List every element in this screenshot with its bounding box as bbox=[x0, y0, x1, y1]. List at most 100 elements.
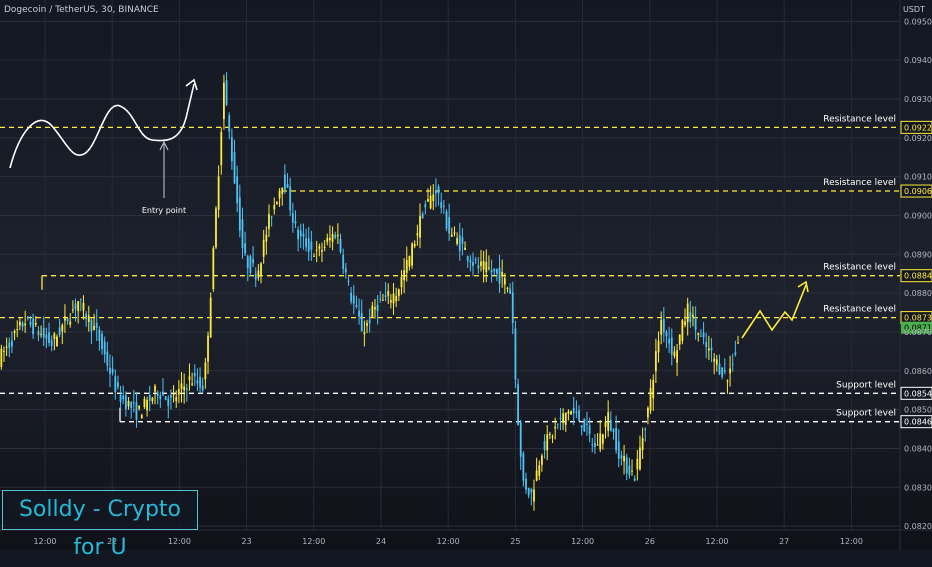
candle-body bbox=[95, 322, 98, 328]
candle-body bbox=[188, 376, 191, 380]
candle-body bbox=[530, 488, 533, 493]
candle-body bbox=[122, 395, 125, 400]
candle-body bbox=[342, 255, 345, 270]
candle-body bbox=[641, 438, 644, 451]
candle-body bbox=[318, 246, 321, 249]
candle-body bbox=[710, 347, 713, 351]
current-price-label: 0.08711 bbox=[904, 324, 932, 333]
candle-body bbox=[212, 248, 215, 290]
candle-body bbox=[538, 465, 541, 476]
candle-body bbox=[485, 261, 488, 273]
candle-body bbox=[517, 384, 519, 425]
candle-body bbox=[697, 333, 700, 336]
candles bbox=[0, 72, 739, 511]
candle-body bbox=[8, 342, 11, 348]
candle-body bbox=[193, 372, 196, 377]
projection-path bbox=[741, 284, 807, 339]
candle-body bbox=[374, 307, 376, 310]
candle-body bbox=[82, 302, 85, 311]
projection-arrowhead bbox=[797, 280, 809, 293]
candle-body bbox=[559, 418, 562, 420]
candle-body bbox=[151, 397, 154, 402]
candle-body bbox=[440, 202, 443, 208]
price-tag-label: 0.08737 bbox=[904, 314, 932, 323]
candle-body bbox=[692, 314, 694, 317]
price-tag-label: 0.08469 bbox=[904, 418, 932, 427]
candle-body bbox=[339, 238, 342, 253]
candle-body bbox=[305, 238, 307, 248]
candle-body bbox=[56, 336, 58, 346]
chart-canvas[interactable]: Entry point Resistance level0.09227Resis… bbox=[0, 0, 932, 550]
candle-body bbox=[326, 237, 329, 242]
candle-body bbox=[458, 235, 461, 251]
candle-body bbox=[347, 280, 350, 282]
candle-body bbox=[498, 267, 501, 284]
candle-body bbox=[273, 204, 276, 210]
candle-body bbox=[527, 487, 530, 496]
candle-body bbox=[321, 249, 323, 252]
candle-body bbox=[432, 194, 435, 201]
candle-body bbox=[511, 292, 514, 323]
candle-body bbox=[668, 338, 671, 344]
candle-body bbox=[40, 333, 42, 335]
candle-body bbox=[623, 456, 625, 462]
x-tick-label: 12:00 bbox=[437, 537, 460, 546]
candle-body bbox=[612, 429, 615, 432]
level-label: Resistance level bbox=[823, 178, 896, 188]
candle-body bbox=[594, 442, 596, 448]
candle-body bbox=[286, 184, 289, 188]
candle-body bbox=[34, 323, 37, 325]
candle-body bbox=[445, 211, 448, 229]
price-tag-box bbox=[900, 184, 932, 198]
candle-body bbox=[11, 340, 13, 347]
time-axis[interactable]: 12:00 22 12:00 23 12:00 24 12:00 25 12:00 26 12:00… bbox=[33, 537, 862, 546]
candle-body bbox=[509, 288, 512, 294]
candle-body bbox=[71, 309, 74, 311]
grid bbox=[0, 0, 932, 550]
candle-body bbox=[26, 316, 29, 318]
candle-body bbox=[649, 387, 652, 411]
candle-body bbox=[382, 299, 384, 301]
annotation-sketches: Entry point bbox=[9, 78, 809, 339]
candle-body bbox=[400, 277, 403, 288]
candle-body bbox=[731, 363, 734, 365]
candle-body bbox=[429, 195, 432, 209]
candle-body bbox=[707, 348, 710, 351]
chart-title: Dogecoin / TetherUS, 30, BINANCE bbox=[4, 5, 159, 15]
candle-body bbox=[628, 465, 631, 476]
candle-body bbox=[233, 152, 236, 184]
candle-body bbox=[281, 187, 284, 195]
candle-body bbox=[519, 422, 522, 457]
candle-body bbox=[291, 213, 294, 223]
candle-body bbox=[469, 260, 472, 263]
x-tick-label: 26 bbox=[645, 537, 655, 546]
candle-body bbox=[541, 455, 543, 465]
entry-pointer-arrowhead bbox=[159, 140, 169, 151]
candle-body bbox=[723, 369, 726, 372]
entry-sketch-wave bbox=[9, 83, 195, 169]
candle-body bbox=[387, 291, 390, 296]
candle-body bbox=[488, 267, 490, 269]
candle-body bbox=[631, 470, 633, 472]
candle-body bbox=[495, 268, 498, 274]
x-tick-label: 22 bbox=[107, 537, 117, 546]
price-tag-label: 0.08845 bbox=[904, 272, 932, 281]
candle-body bbox=[437, 186, 440, 194]
candle-body bbox=[180, 383, 183, 389]
candle-body bbox=[148, 394, 151, 401]
candle-body bbox=[45, 334, 48, 339]
candle-body bbox=[223, 82, 225, 120]
candle-body bbox=[90, 319, 93, 332]
candle-body bbox=[53, 333, 56, 340]
candle-body bbox=[77, 301, 80, 312]
candle-body bbox=[397, 289, 400, 296]
candle-body bbox=[636, 458, 639, 470]
candle-body bbox=[185, 388, 188, 390]
candle-body bbox=[681, 320, 684, 342]
candle-body bbox=[87, 315, 90, 322]
candle-body bbox=[726, 380, 729, 382]
